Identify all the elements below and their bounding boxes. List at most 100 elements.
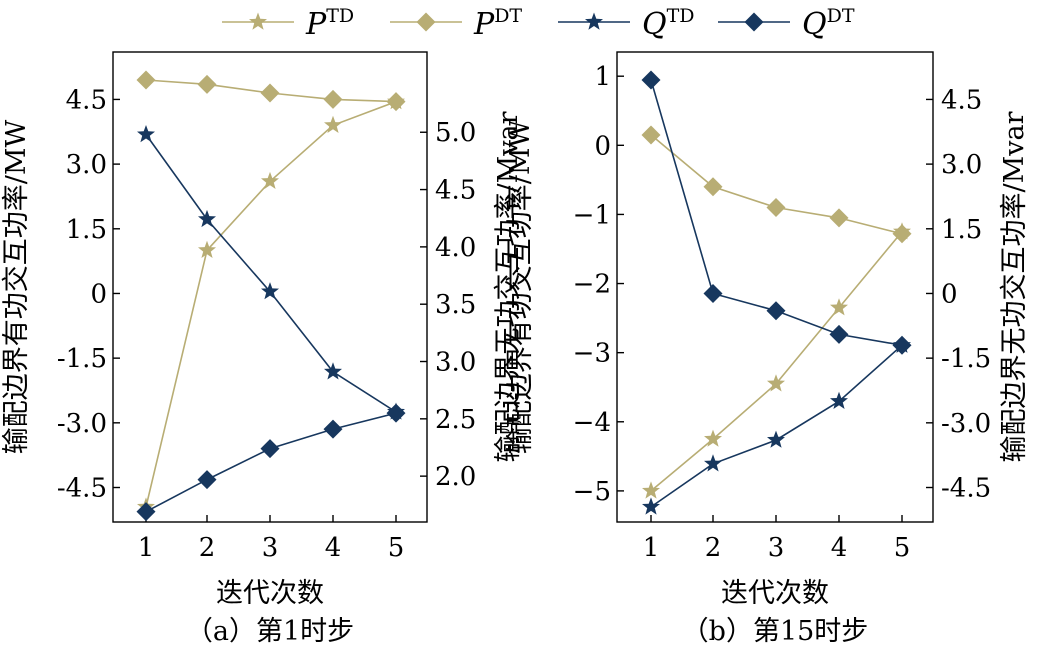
data-point — [830, 298, 848, 316]
data-point — [642, 481, 660, 499]
data-point — [703, 177, 723, 197]
y-right-tick-label: 2.5 — [435, 405, 476, 435]
legend-superscript: DT — [827, 5, 855, 27]
legend-symbol: P — [473, 7, 495, 42]
y-left-axis-label: 输配边界有功交互功率/MW — [505, 120, 536, 455]
y-right-axis-label: 输配边界无功交互功率/Mvar — [999, 111, 1030, 462]
data-point — [892, 335, 912, 355]
data-point — [829, 324, 849, 344]
y-right-tick-label: 2.0 — [435, 462, 476, 492]
legend-marker — [249, 12, 267, 30]
y-left-tick-label: −4 — [573, 408, 611, 438]
data-point — [703, 283, 723, 303]
chart-panel-b: 1 2 3 4 5 1 0 −1 −2 −3 −4 −5 4.5 3.0 1.5 0 -1.5 -3.0 -4.5 迭… — [505, 51, 1030, 647]
legend-item: PTD — [222, 5, 354, 42]
y-left-tick-label: −5 — [573, 477, 611, 507]
panel-caption: （b）第15时步 — [682, 616, 869, 647]
y-left-tick-label: 0 — [594, 131, 611, 161]
legend-label: QDT — [802, 5, 855, 42]
data-point — [198, 240, 216, 258]
data-point — [261, 171, 279, 189]
legend-label: PTD — [305, 5, 354, 42]
legend: PTD PDT QTD QDT — [222, 5, 855, 42]
legend-label: PDT — [473, 5, 522, 42]
series-line — [650, 344, 903, 508]
data-point — [136, 502, 156, 522]
legend-item: QTD — [558, 5, 695, 42]
x-tick-label: 2 — [705, 533, 722, 563]
y-right-tick-label: 3.0 — [941, 150, 982, 180]
y-right-tick-label: 3.0 — [435, 348, 476, 378]
data-point — [892, 224, 912, 244]
x-tick-label: 5 — [388, 533, 405, 563]
data-point — [324, 362, 342, 380]
data-point — [260, 83, 280, 103]
x-axis-label: 迭代次数 — [721, 578, 829, 609]
y-right-tick-label: 1.5 — [941, 215, 982, 245]
y-left-tick-label: 4.5 — [66, 85, 107, 115]
series-line — [145, 412, 397, 513]
x-tick-label: 2 — [199, 533, 216, 563]
legend-marker — [744, 12, 764, 32]
series-line — [650, 231, 903, 492]
y-right-tick-label: 3.5 — [435, 290, 476, 320]
data-point — [137, 125, 155, 143]
y-right-tick-label: -3.0 — [941, 409, 991, 439]
legend-symbol: Q — [642, 7, 667, 42]
data-point — [136, 70, 156, 90]
data-point — [197, 74, 217, 94]
data-point — [641, 70, 661, 90]
y-left-tick-label: 1 — [594, 62, 611, 92]
legend-marker — [416, 12, 436, 32]
x-tick-label: 1 — [138, 533, 155, 563]
series-q-dt — [641, 70, 912, 355]
legend-symbol: P — [305, 7, 327, 42]
y-left-tick-label: -4.5 — [57, 474, 107, 504]
data-point — [767, 374, 785, 392]
y-right-tick-label: 4.0 — [435, 233, 476, 263]
x-tick-label: 1 — [643, 533, 660, 563]
y-left-tick-label: 1.5 — [66, 215, 107, 245]
y-left-tick-label: -1.5 — [57, 344, 107, 374]
data-point — [386, 92, 406, 112]
data-point — [198, 209, 216, 228]
legend-label: QTD — [642, 5, 695, 42]
y-left-tick-label: −1 — [573, 200, 611, 230]
data-point — [767, 430, 785, 448]
legend-superscript: DT — [494, 5, 522, 27]
x-tick-label: 4 — [325, 533, 342, 563]
y-right-tick-label: -1.5 — [941, 344, 991, 374]
x-tick-label: 5 — [894, 533, 911, 563]
y-right-axis-label: 输配边界无功交互功率/Mvar — [493, 111, 524, 462]
plot-frame — [616, 51, 934, 523]
y-left-tick-label: 3.0 — [66, 150, 107, 180]
series-line — [650, 134, 903, 235]
y-right-tick-label: 0 — [941, 279, 958, 309]
data-point — [260, 439, 280, 459]
legend-marker — [585, 12, 603, 30]
data-point — [641, 125, 661, 145]
series-p-dt — [136, 70, 406, 112]
data-point — [830, 391, 848, 409]
x-axis-label: 迭代次数 — [216, 578, 324, 609]
data-point — [642, 497, 660, 515]
data-point — [704, 454, 722, 472]
y-left-axis-label: 输配边界有功交互功率/MW — [1, 120, 32, 455]
data-point — [324, 115, 342, 133]
y-left-tick-label: -3.0 — [57, 409, 107, 439]
panel-caption: （a）第1时步 — [186, 616, 354, 647]
x-tick-label: 3 — [768, 533, 785, 563]
series-p-td — [642, 222, 911, 499]
series-q-td — [642, 335, 911, 515]
legend-symbol: Q — [802, 7, 827, 42]
legend-superscript: TD — [667, 5, 695, 27]
y-left-tick-label: 0 — [90, 279, 107, 309]
data-point — [829, 208, 849, 228]
data-point — [386, 403, 406, 423]
y-right-tick-label: 4.5 — [941, 85, 982, 115]
series-q-dt — [136, 403, 406, 522]
data-point — [704, 429, 722, 447]
series-p-dt — [641, 125, 912, 244]
y-left-tick-label: −2 — [573, 270, 611, 300]
